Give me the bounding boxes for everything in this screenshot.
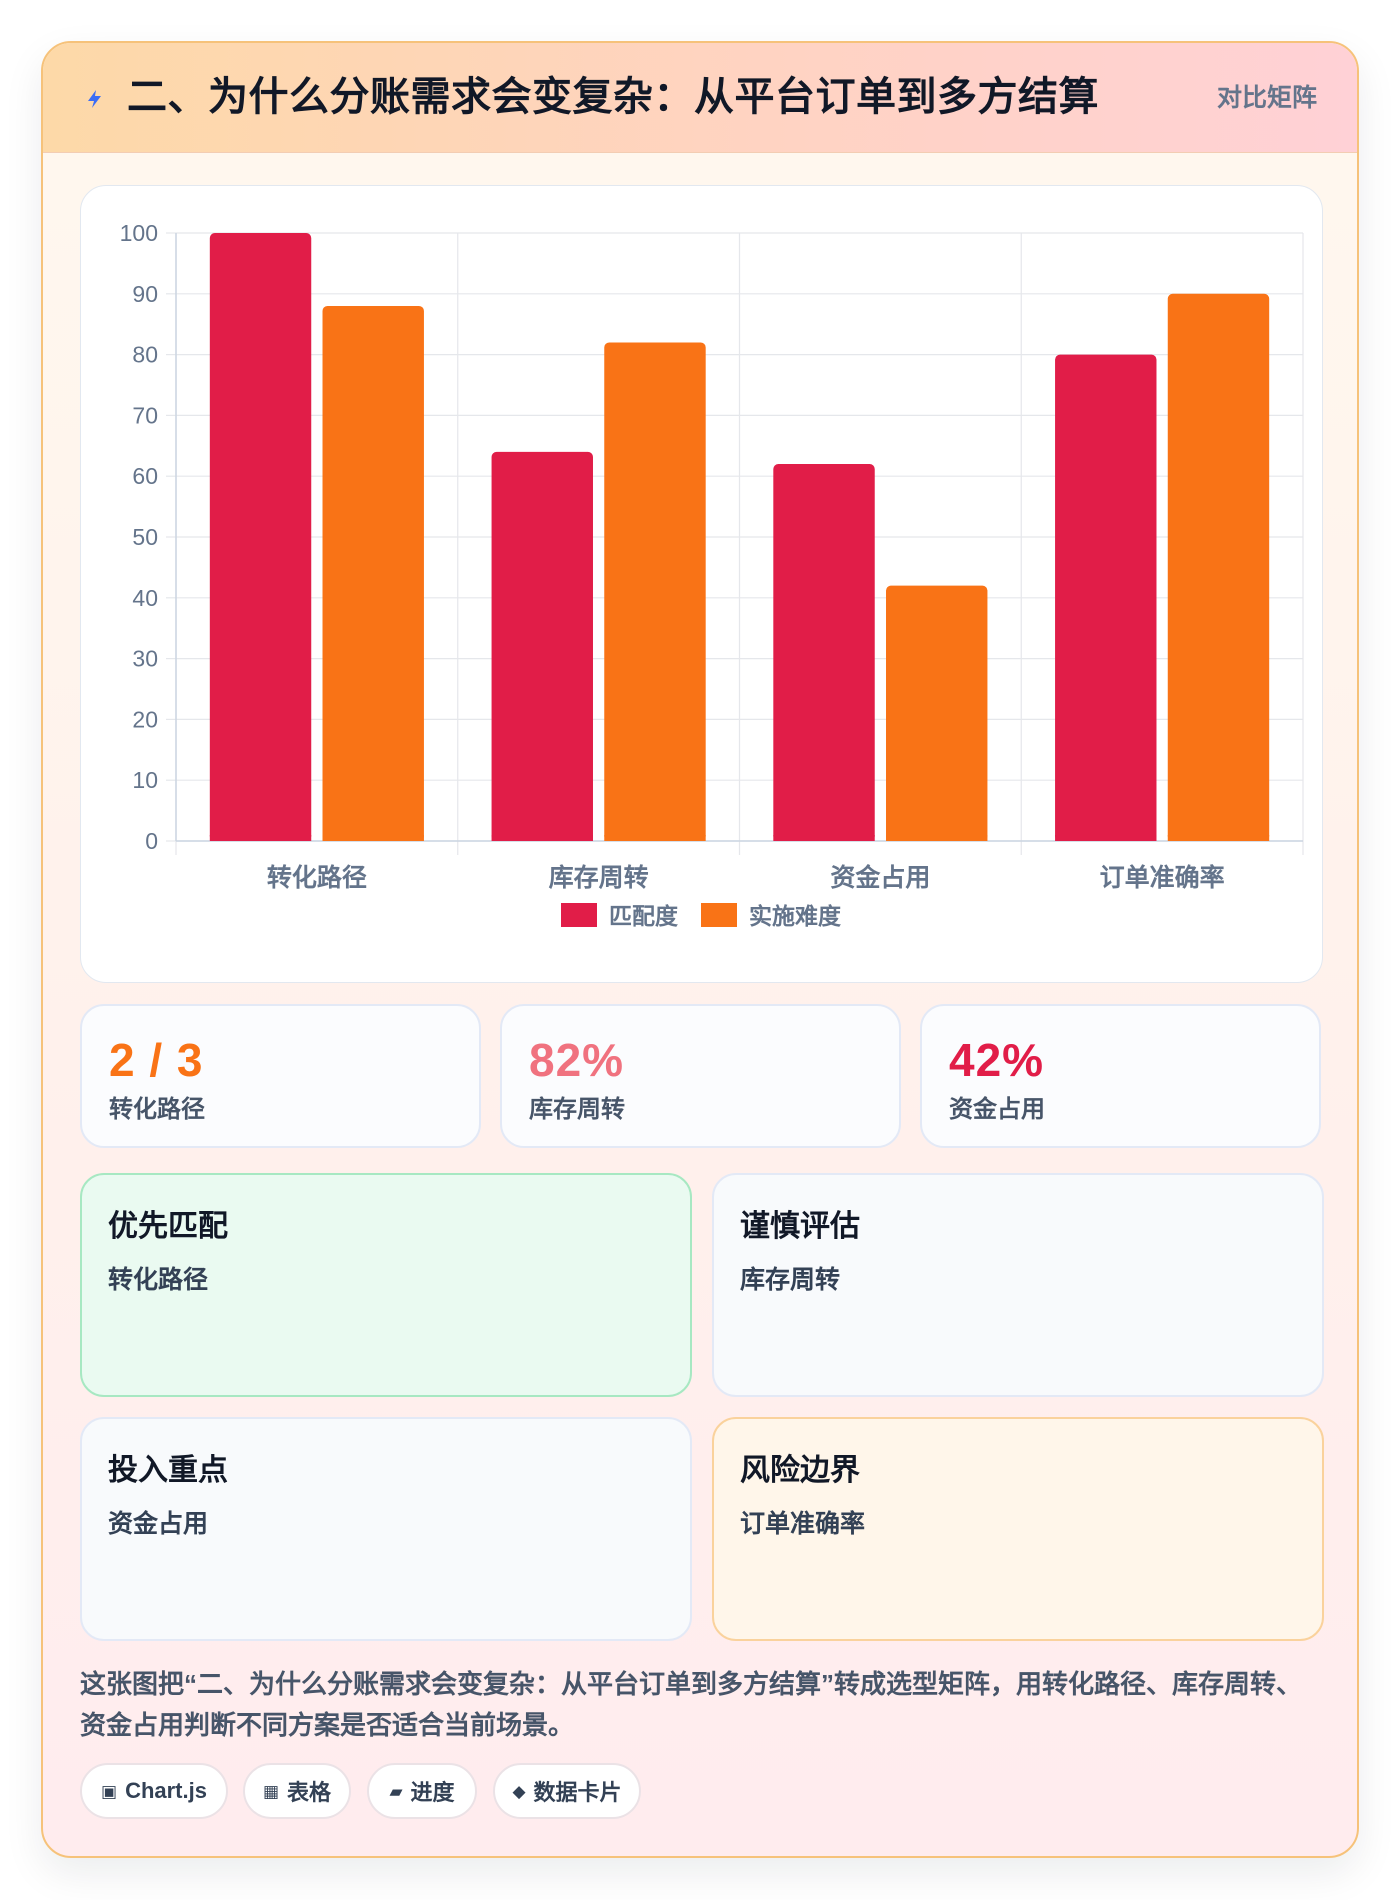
legend-swatch — [561, 903, 597, 927]
chip-label: 表格 — [287, 1780, 332, 1805]
x-tick-label: 资金占用 — [830, 863, 930, 892]
bar-base — [322, 835, 424, 841]
y-tick-label: 60 — [132, 463, 158, 489]
bar-base — [1055, 835, 1157, 841]
bar-base — [209, 835, 312, 841]
legend-label: 匹配度 — [609, 903, 679, 929]
chip-label: Chart.js — [125, 1778, 207, 1803]
stat-value: 82% — [529, 1034, 625, 1086]
stat-label: 库存周转 — [529, 1096, 625, 1123]
quadrant-title: 投入重点 — [108, 1454, 228, 1487]
stat-card: 2 / 3 转化路径 — [80, 1004, 481, 1148]
y-tick-label: 40 — [132, 585, 158, 611]
quadrant-item: 资金占用 — [108, 1510, 209, 1538]
y-tick-label: 90 — [132, 281, 158, 307]
bar-base — [604, 835, 706, 841]
x-tick-label: 转化路径 — [267, 863, 367, 892]
bar-base — [886, 835, 988, 841]
x-tick-label: 订单准确率 — [1100, 863, 1225, 892]
quadrant-title: 风险边界 — [740, 1454, 860, 1487]
bar-base — [1167, 835, 1270, 841]
quadrant-title: 优先匹配 — [108, 1210, 228, 1243]
quadrant-card: 谨慎评估 库存周转 — [712, 1173, 1324, 1397]
y-tick-label: 30 — [132, 646, 158, 672]
table-icon: ▦ — [262, 1781, 280, 1801]
bar-chart: 0 10 20 30 40 50 60 70 80 90 100 转化路径 库存周转 资金占用 订单准确率匹… — [120, 220, 1304, 929]
x-tick-label: 库存周转 — [549, 863, 649, 892]
bar-base — [491, 835, 593, 841]
chip-progress[interactable]: ▰ 进度 — [367, 1763, 477, 1819]
y-tick-label: 80 — [132, 342, 158, 368]
quadrant-card: 投入重点 资金占用 — [80, 1417, 692, 1641]
chip-table[interactable]: ▦ 表格 — [243, 1763, 351, 1819]
diamond-icon: ◆ — [512, 1781, 526, 1801]
comparison-card: 二、为什么分账需求会变复杂：从平台订单到多方结算 对比矩阵 0 10 20 30 40 5… — [41, 41, 1359, 1858]
bar-base — [773, 835, 875, 841]
chip-label: 进度 — [410, 1780, 455, 1805]
quadrant-title: 谨慎评估 — [740, 1210, 860, 1243]
bar — [209, 233, 312, 841]
y-tick-label: 10 — [132, 767, 158, 793]
stat-label: 转化路径 — [109, 1096, 205, 1123]
chip-label: 数据卡片 — [533, 1780, 622, 1805]
y-tick-label: 0 — [145, 828, 158, 854]
progress-icon: ▰ — [389, 1781, 403, 1801]
bar — [604, 342, 706, 841]
summary-text: 这张图把“二、为什么分账需求会变复杂：从平台订单到多方结算”转成选型矩阵，用转化… — [80, 1669, 1303, 1740]
y-tick-label: 50 — [132, 524, 158, 550]
quadrant-item: 转化路径 — [108, 1266, 209, 1294]
stat-value: 42% — [949, 1034, 1045, 1086]
bar — [773, 464, 875, 841]
stat-card: 42% 资金占用 — [920, 1004, 1321, 1148]
chip-data-card[interactable]: ◆ 数据卡片 — [493, 1763, 641, 1819]
stat-card: 82% 库存周转 — [500, 1004, 901, 1148]
card-header: 二、为什么分账需求会变复杂：从平台订单到多方结算 对比矩阵 — [43, 43, 1357, 153]
legend-swatch — [701, 903, 737, 927]
y-tick-label: 70 — [132, 402, 158, 428]
bar — [322, 305, 424, 842]
quadrant-item: 订单准确率 — [740, 1510, 866, 1538]
stat-value: 2 / 3 — [109, 1034, 204, 1086]
bar — [886, 585, 988, 841]
y-tick-label: 100 — [120, 220, 158, 246]
header-tag: 对比矩阵 — [1216, 84, 1317, 112]
bar — [1167, 293, 1270, 841]
bar — [491, 451, 593, 841]
quadrant-item: 库存周转 — [740, 1266, 841, 1294]
quadrant-card: 优先匹配 转化路径 — [80, 1173, 692, 1397]
quadrant-card: 风险边界 订单准确率 — [712, 1417, 1324, 1641]
chart-icon: ▣ — [101, 1781, 118, 1801]
chip-chartjs[interactable]: ▣ Chart.js — [80, 1763, 228, 1819]
legend-label: 实施难度 — [749, 903, 842, 929]
chart-panel: 0 10 20 30 40 50 60 70 80 90 100 转化路径 库存周转 资金占用 订单准确率匹… — [80, 185, 1323, 983]
y-tick-label: 20 — [132, 706, 158, 732]
stat-label: 资金占用 — [949, 1096, 1045, 1123]
lightning-icon — [88, 90, 101, 108]
page-title: 二、为什么分账需求会变复杂：从平台订单到多方结算 — [127, 75, 1099, 119]
bar — [1055, 354, 1157, 841]
